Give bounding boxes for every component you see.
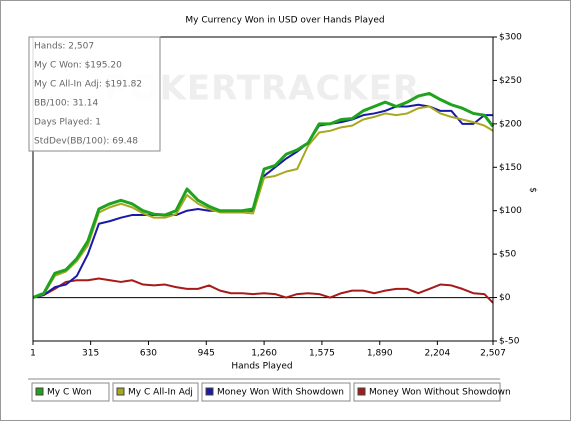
legend-item (31, 382, 110, 402)
y-tick-label: $250 (499, 76, 522, 86)
legend-swatch (35, 387, 44, 396)
y-tick-label: $100 (499, 206, 522, 216)
x-tick-label: 1 (30, 349, 36, 359)
legend-item (201, 382, 351, 402)
series-line (32, 91, 495, 299)
stats-line: Days Played: 1 (34, 118, 101, 128)
x-tick-label: 2,204 (424, 349, 450, 359)
y-tick-label: $0 (499, 293, 511, 303)
y-tick-label: $150 (499, 163, 522, 173)
stats-line: My C All-In Adj: $191.82 (34, 80, 142, 90)
x-tick-label: 1,890 (367, 349, 393, 359)
legend-swatch (116, 387, 125, 396)
stats-box (28, 36, 161, 152)
x-tick-label: 945 (198, 349, 215, 359)
legend-label: Money Won Without Showdown (369, 388, 511, 398)
y-axis-label: $ (528, 187, 538, 193)
legend-swatch (205, 387, 214, 396)
series-line (32, 103, 493, 299)
y-tick-label: $200 (499, 119, 522, 129)
x-tick-label: 2,507 (480, 349, 506, 359)
legend-label: My C All-In Adj (128, 388, 193, 398)
x-tick-label: 630 (140, 349, 157, 359)
legend-label: Money Won With Showdown (217, 388, 344, 398)
y-tick-label: $50 (499, 250, 516, 260)
x-tick-label: 1,575 (309, 349, 335, 359)
plot-border (32, 36, 494, 342)
series-line (32, 105, 494, 299)
legend-swatch (357, 387, 366, 396)
x-tick-label: 315 (82, 349, 99, 359)
x-axis-label: Hands Played (231, 362, 292, 372)
stats-line: BB/100: 31.14 (34, 99, 98, 109)
legend-item (353, 382, 501, 402)
y-tick-label: $300 (499, 33, 522, 43)
legend-item (112, 382, 199, 402)
y-tick-label: $-50 (499, 337, 520, 347)
chart-title: My Currency Won in USD over Hands Played (185, 16, 384, 26)
x-tick-label: 1,260 (251, 349, 277, 359)
stats-line: Hands: 2,507 (34, 42, 94, 52)
stats-line: StdDev(BB/100): 69.48 (34, 137, 138, 147)
legend-label: My C Won (47, 388, 92, 398)
series-line (32, 277, 494, 304)
stats-line: My C Won: $195.20 (34, 61, 122, 71)
